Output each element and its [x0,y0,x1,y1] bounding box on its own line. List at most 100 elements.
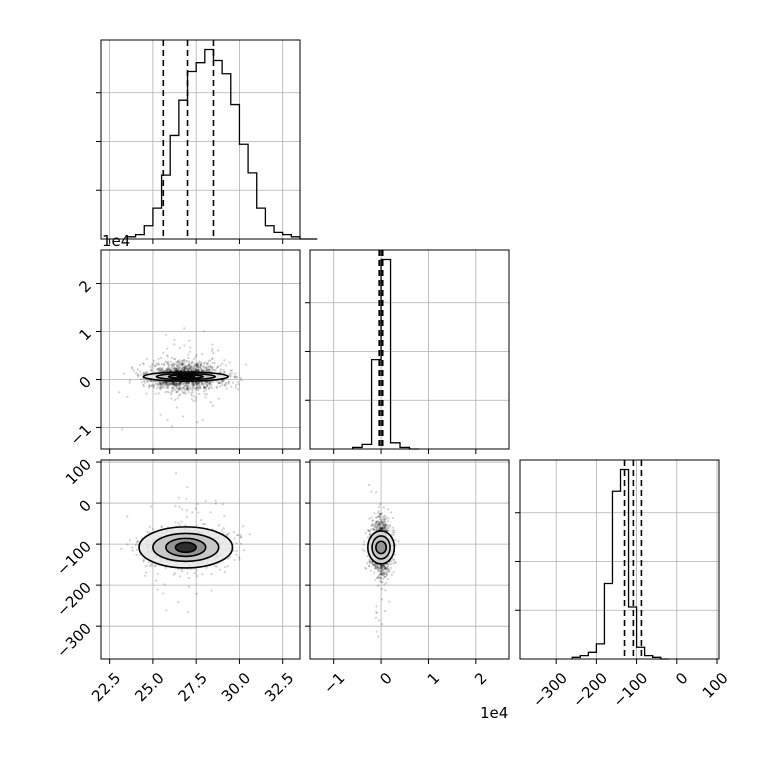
sample-point [155,579,158,582]
sample-point [169,368,172,371]
sample-point [149,368,152,371]
sample-point [181,368,184,371]
sample-point [239,534,242,537]
sample-point [206,393,209,396]
sample-point [209,381,213,384]
sample-point [378,521,381,524]
sample-point [234,386,237,389]
panel-frame [309,459,510,660]
sample-point [372,528,375,531]
sample-point [179,363,182,366]
sample-point [235,375,238,378]
sample-point [226,533,229,536]
sample-point [159,370,162,373]
sample-point [171,425,174,428]
sample-point [173,381,176,384]
sample-point [375,611,378,614]
sample-point [152,379,155,383]
sample-point [162,369,165,372]
sample-point [206,361,209,364]
sample-point [236,381,239,384]
sample-point [174,363,177,366]
sample-point [162,592,165,595]
sample-point [158,367,161,370]
sample-point [182,359,185,362]
sample-point [374,522,377,525]
sample-point [180,363,183,366]
sample-point [380,528,384,531]
sample-point [228,361,231,364]
sample-point [381,524,384,527]
sample-point [165,369,169,372]
sample-point [381,520,384,523]
sample-point [170,387,173,390]
sample-point [196,382,199,386]
sample-point [181,362,184,366]
sample-point [183,366,186,369]
sample-point [201,381,204,384]
sample-point [378,524,381,527]
sample-point [201,419,204,422]
sample-point [196,365,199,368]
sample-point [173,383,176,386]
sample-point [145,392,148,395]
sample-point [150,385,153,388]
sample-point [376,525,379,528]
sample-point [217,524,220,527]
sample-point [207,365,210,368]
sample-point [383,515,386,518]
sample-point [223,370,226,374]
sample-point [142,363,145,366]
sample-point [169,360,172,364]
sample-point [206,381,209,384]
sample-point [381,568,384,572]
sample-point [385,571,388,574]
sample-point [207,368,210,371]
sample-point [380,564,383,568]
sample-point [238,558,241,561]
sample-point [163,363,166,367]
sample-point [160,368,164,371]
sample-point [177,496,181,499]
sample-point [197,385,200,388]
sample-point [191,511,194,514]
sample-point [386,568,389,571]
sample-point [374,522,377,525]
sample-point [155,363,159,366]
sample-point [380,573,383,577]
sample-point [182,383,185,386]
sample-point [209,401,212,404]
x-tick-label: −300 [529,669,571,711]
sample-point [178,382,181,385]
sample-point [375,491,378,494]
sample-point [197,389,200,392]
sample-point [365,562,369,565]
sample-point [158,386,161,390]
sample-point [365,567,368,571]
sample-point [169,383,172,386]
sample-point [381,521,384,524]
sample-point [377,510,380,513]
sample-point [195,364,198,367]
sample-point [193,362,196,365]
sample-point [382,524,385,527]
sample-point [224,384,227,387]
sample-point [174,367,177,370]
sample-point [185,509,188,512]
sample-point [199,364,202,367]
sample-point [136,368,139,371]
sample-point [226,533,229,536]
sample-point [154,392,157,395]
sample-point [185,382,188,385]
sample-point [166,419,169,422]
sample-point [386,574,389,577]
sample-point [153,565,157,568]
sample-point [184,359,187,363]
sample-point [186,387,189,390]
sample-point [381,580,384,584]
sample-point [172,573,176,576]
sample-point [211,366,214,369]
sample-point [234,372,237,375]
sample-point [192,395,195,398]
sample-point [368,517,371,520]
